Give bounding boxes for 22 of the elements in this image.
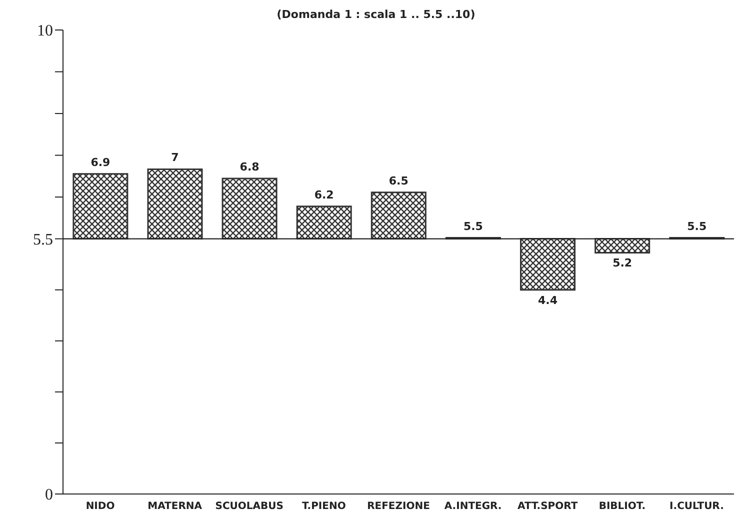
data-label: 5.5	[687, 220, 707, 233]
chart-title: (Domanda 1 : scala 1 .. 5.5 ..10)	[276, 8, 476, 21]
x-tick-label: I.CULTUR.	[670, 501, 724, 512]
data-label: 7	[171, 151, 179, 164]
x-tick-label: MATERNA	[148, 501, 202, 512]
data-label: 6.2	[314, 188, 334, 202]
data-label: 5.2	[612, 256, 632, 270]
data-label: 6.5	[388, 174, 408, 188]
data-label: 4.4	[538, 294, 558, 307]
x-tick-label: NIDO	[86, 501, 115, 512]
x-tick-label: A.INTEGR.	[444, 501, 502, 512]
x-tick-label: ATT.SPORT	[517, 501, 578, 512]
data-label: 5.5	[463, 220, 483, 233]
data-label: 6.9	[90, 156, 110, 169]
y-tick-label: 10	[37, 22, 53, 40]
x-tick-label: SCUOLABUS	[215, 501, 284, 512]
x-tick-label: T.PIENO	[302, 501, 346, 512]
x-tick-label: REFEZIONE	[367, 501, 430, 512]
data-label: 6.8	[240, 160, 260, 174]
y-tick-label: 0	[45, 486, 53, 504]
y-tick-label: 5.5	[33, 231, 53, 248]
x-tick-label: BIBLIOT.	[598, 501, 646, 512]
